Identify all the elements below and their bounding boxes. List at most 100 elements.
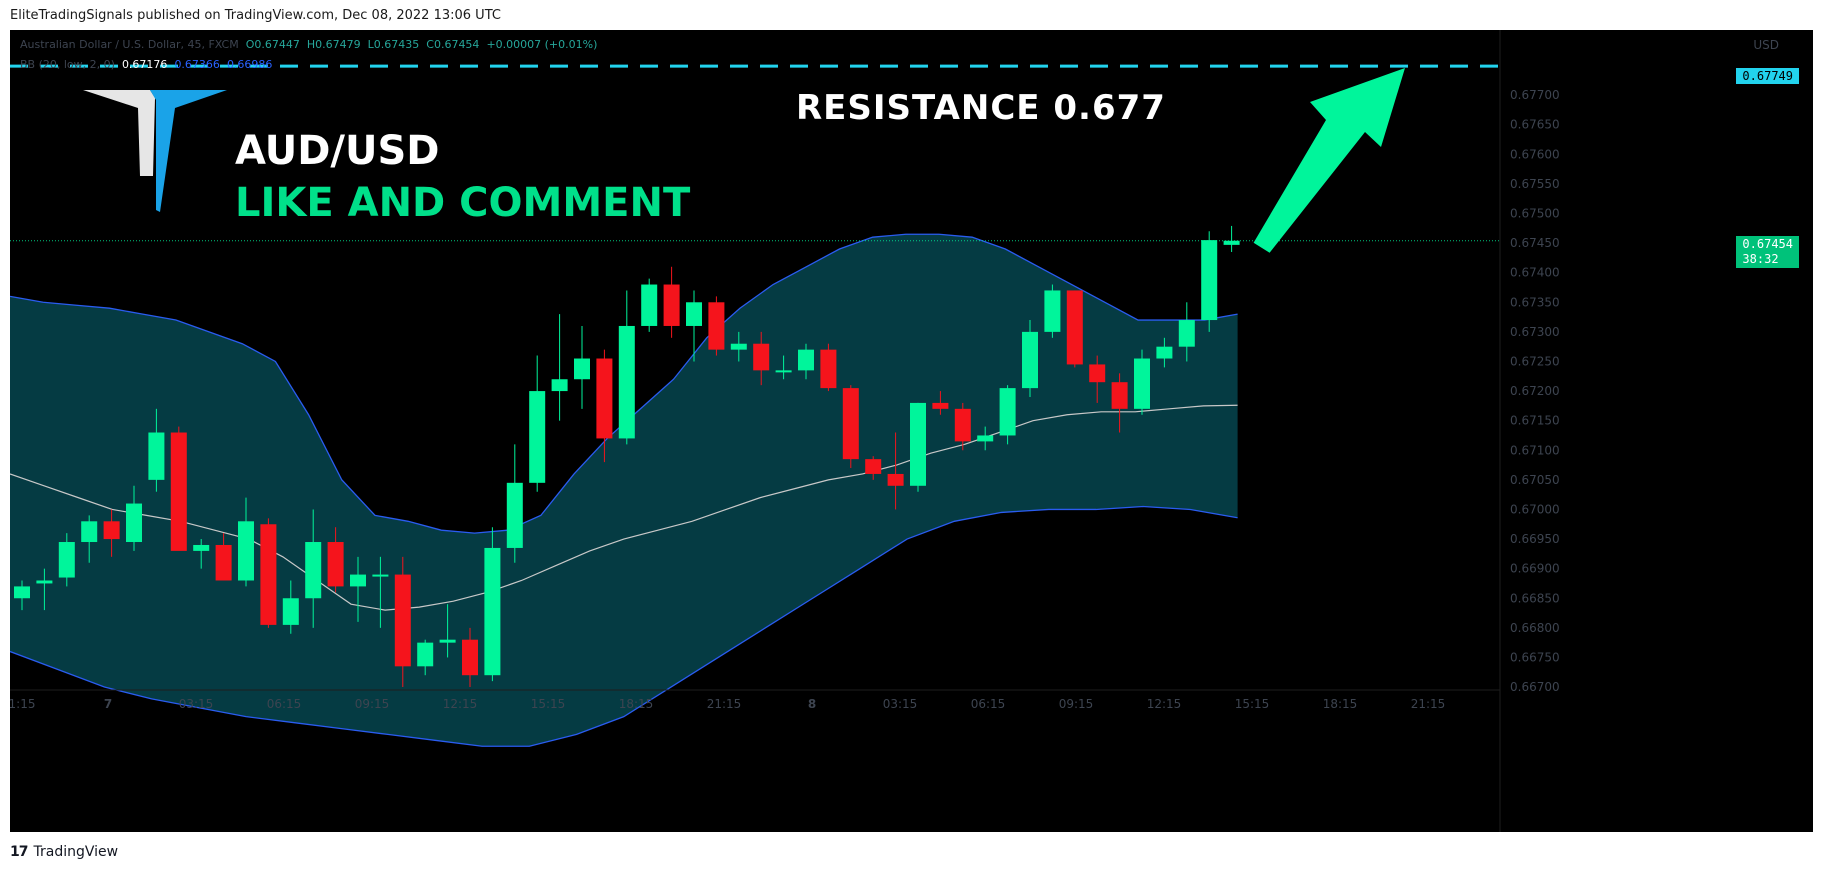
candle-body: [282, 598, 299, 625]
candle-body: [170, 432, 187, 551]
axis-layer: 0.67700 0.67650 0.67600 0.67550 0.67500 0.674…: [10, 30, 1560, 832]
y-tick-label: 0.67000: [1510, 502, 1560, 516]
candle-body: [865, 459, 882, 474]
candle-46: [1044, 284, 1061, 338]
candle-25: [574, 325, 590, 409]
candle-35: [798, 343, 814, 380]
candle-body: [238, 521, 254, 581]
candle-body: [327, 542, 344, 587]
y-tick-label: 0.67150: [1510, 414, 1560, 428]
candle-body: [529, 391, 546, 483]
candle-52: [1178, 302, 1195, 362]
candle-body: [977, 435, 994, 442]
legend-change: +0.00007 (+0.01%): [486, 38, 598, 51]
candle-body: [81, 521, 98, 543]
cta-text: LIKE AND COMMENT: [235, 180, 691, 226]
y-tick-label: 0.66700: [1510, 680, 1560, 694]
legend-low: L0.67435: [367, 38, 420, 51]
y-tick-label: 0.66900: [1510, 562, 1560, 576]
candle-body: [1201, 240, 1218, 321]
candle-body: [1044, 290, 1061, 332]
candle-body: [1022, 331, 1038, 389]
candle-26: [596, 349, 613, 463]
candle-body: [36, 580, 53, 584]
legend-bb-basis: 0.67176: [121, 58, 168, 71]
x-tick-label: 8: [808, 697, 816, 711]
y-tick-label: 0.67600: [1510, 147, 1560, 161]
x-tick-label: 15:15: [1235, 697, 1270, 711]
candle-body: [126, 503, 142, 543]
candle-30: [686, 290, 702, 362]
candle-body: [103, 521, 120, 540]
candle-body: [820, 349, 837, 389]
candle-20: [462, 627, 478, 688]
candle-49: [1111, 373, 1128, 433]
bollinger-basis-line: [10, 404, 1238, 611]
legend-high: H0.67479: [306, 38, 361, 51]
candle-17: [394, 556, 411, 688]
y-tick-label: 0.67450: [1510, 236, 1560, 250]
legend-symbol: Australian Dollar / U.S. Dollar, 45, FXC…: [20, 38, 239, 51]
candle-5: [126, 485, 142, 551]
pair-title: AUD/USD: [235, 128, 440, 174]
candle-47: [1066, 290, 1083, 368]
candle-body: [305, 542, 322, 599]
legend-bb-line: BB (20, low, 2, 0) 0.67176 0.67366 0.669…: [20, 58, 272, 71]
candle-29: [663, 266, 680, 338]
countdown-value: 38:32: [1742, 252, 1779, 266]
y-tick-label: 0.67650: [1510, 118, 1560, 132]
candle-body: [372, 574, 389, 577]
candle-body: [775, 370, 792, 373]
y-tick-label: 0.67100: [1510, 443, 1560, 457]
candle-body: [708, 302, 725, 350]
chart-frame[interactable]: 0.67700 0.67650 0.67600 0.67550 0.67500 0.674…: [10, 30, 1813, 832]
candle-15: [350, 556, 366, 622]
candle-44: [999, 385, 1016, 445]
candlestick-chart[interactable]: 0.67700 0.67650 0.67600 0.67550 0.67500 0.674…: [10, 30, 1813, 832]
y-tick-label: 0.67700: [1510, 88, 1560, 102]
candle-body: [798, 349, 814, 371]
candle-body: [350, 574, 366, 587]
candle-6: [148, 408, 165, 492]
x-tick-label: 15:15: [531, 697, 566, 711]
x-tick-label: 03:15: [179, 697, 214, 711]
candle-body: [574, 358, 590, 380]
x-tick-label: 18:15: [1323, 697, 1358, 711]
x-tick-label: 09:15: [1059, 697, 1094, 711]
candle-body: [1134, 358, 1150, 409]
y-tick-label: 0.67250: [1510, 354, 1560, 368]
candle-38: [865, 456, 882, 480]
candle-body: [394, 574, 411, 667]
candle-body: [686, 302, 702, 326]
candle-body: [910, 402, 926, 486]
candle-14: [327, 527, 344, 593]
bollinger-band-layer: [10, 233, 1238, 747]
tradingview-logo-icon[interactable]: 17: [10, 844, 29, 860]
candle-body: [1178, 320, 1195, 347]
candle-22: [506, 444, 523, 563]
tradingview-brand[interactable]: TradingView: [33, 844, 119, 860]
candle-body: [954, 408, 971, 442]
candle-11: [260, 518, 277, 628]
candle-body: [148, 432, 165, 480]
currency-label: USD: [1753, 38, 1779, 52]
candle-9: [215, 533, 232, 581]
candle-body: [887, 473, 904, 486]
last-price-value: 0.67454: [1742, 237, 1793, 251]
candle-body: [663, 284, 680, 326]
resistance-price-tag: 0.67749: [1736, 68, 1799, 84]
candle-36: [820, 343, 837, 392]
x-tick-label: 7: [104, 697, 112, 711]
y-tick-label: 0.67400: [1510, 266, 1560, 280]
up-arrow: [1253, 68, 1405, 253]
candle-50: [1134, 349, 1150, 415]
candle-body: [14, 586, 30, 599]
x-tick-label: 12:15: [443, 697, 478, 711]
candle-0: [14, 580, 30, 611]
candle-4: [103, 509, 120, 557]
legend-bb-lower: 0.66986: [226, 58, 273, 71]
candle-48: [1089, 355, 1106, 403]
footer[interactable]: 17 TradingView: [10, 844, 118, 860]
candle-2: [58, 533, 75, 587]
candle-body: [753, 343, 770, 371]
